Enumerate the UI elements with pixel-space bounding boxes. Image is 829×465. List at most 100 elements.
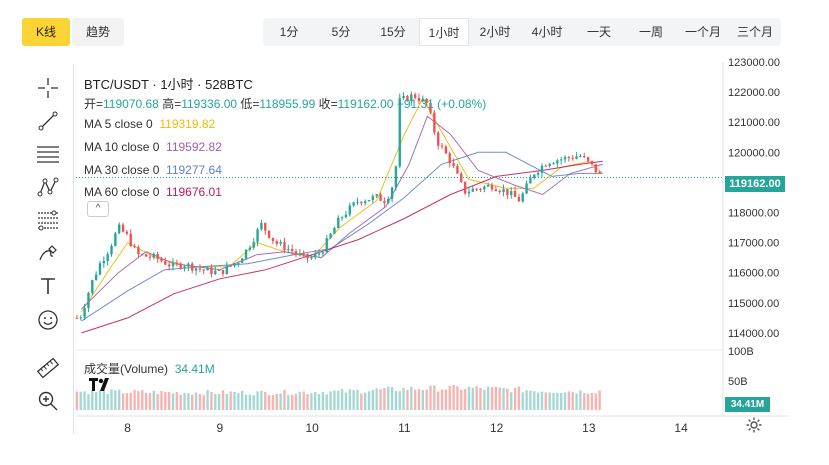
candle-body (456, 166, 459, 174)
candle-body (298, 253, 302, 255)
candle-body (275, 241, 278, 244)
candle-body (375, 194, 378, 197)
zoom-in-icon[interactable] (34, 387, 62, 415)
volume-bar (483, 389, 486, 410)
candle-body (425, 98, 428, 103)
high-value: 119336.00 (181, 97, 238, 111)
volume-bar (475, 386, 478, 410)
candle-body (586, 157, 590, 161)
candle-body (390, 187, 394, 199)
volume-bar (252, 395, 255, 410)
text-icon[interactable] (34, 272, 62, 300)
volume-label: 成交量(Volume) (84, 362, 169, 376)
volume-bar (160, 390, 163, 410)
interval-bar: 1分 5分 15分 1小时 2小时 4小时 一天 一周 一个月 三个月 (263, 18, 781, 46)
interval-15m[interactable]: 15分 (380, 25, 406, 39)
candle-body (102, 260, 106, 264)
trend-tab[interactable]: 趋势 (72, 18, 125, 46)
candle-body (256, 229, 259, 242)
ma5-label: MA 5 close 0 (84, 117, 153, 131)
interval-2h[interactable]: 2小时 (479, 25, 511, 39)
candle-body (279, 242, 282, 244)
kline-tab[interactable]: K线 (22, 18, 71, 46)
candle-body (475, 188, 478, 190)
candle-body (352, 202, 355, 206)
trendline-icon[interactable] (34, 107, 62, 135)
interval-1d[interactable]: 一天 (586, 25, 611, 39)
candle-body (171, 262, 175, 267)
interval-1w[interactable]: 一周 (638, 25, 663, 39)
candle-body (502, 189, 505, 192)
volume-bar (141, 390, 144, 410)
candle-body (421, 98, 425, 102)
candle-body (590, 160, 594, 165)
candle-body (498, 190, 501, 192)
brush-icon[interactable] (34, 239, 62, 267)
volume-bar (598, 390, 601, 410)
volume-legend: 成交量(Volume) 34.41M (84, 360, 215, 377)
volume-bar (256, 391, 259, 410)
candle-body (114, 233, 117, 246)
volume-bar (118, 389, 121, 410)
volume-bar (121, 393, 125, 410)
volume-bar (371, 390, 375, 410)
pattern-icon[interactable] (34, 173, 62, 201)
settings-gear-icon[interactable] (745, 416, 763, 434)
candle-body (152, 253, 155, 258)
low-value: 118955.99 (259, 97, 316, 111)
candle-body (290, 249, 294, 252)
volume-bar (83, 391, 86, 410)
candle-body (402, 95, 405, 99)
volume-bar (306, 394, 309, 410)
volume-bar (129, 392, 132, 410)
candle-body (133, 245, 136, 248)
price-tick-label: 123000.00 (728, 57, 780, 69)
candle-body (536, 172, 540, 175)
candle-body (406, 95, 409, 102)
volume-bar (429, 385, 432, 410)
candle-body (575, 156, 578, 159)
crosshair-icon[interactable] (34, 74, 62, 102)
volume-bar (233, 391, 236, 410)
volume-bar (448, 386, 451, 410)
volume-bar (264, 391, 267, 410)
candle-body (563, 157, 567, 160)
interval-1m[interactable]: 1分 (279, 25, 299, 39)
volume-bar (179, 394, 182, 410)
collapse-legend-button[interactable]: ^ (87, 201, 109, 217)
volume-bar (494, 386, 498, 410)
volume-bar (348, 389, 351, 410)
fib-retracement-icon[interactable] (34, 206, 62, 234)
volume-bar (202, 395, 205, 410)
volume-bar (375, 388, 378, 410)
volume-bar (317, 394, 321, 410)
interval-5m[interactable]: 5分 (331, 25, 351, 39)
ruler-icon[interactable] (34, 354, 62, 382)
interval-4h[interactable]: 4小时 (531, 25, 563, 39)
candle-body (141, 254, 144, 256)
volume-bar (517, 386, 521, 410)
interval-3mo[interactable]: 三个月 (736, 25, 773, 39)
ma60-label: MA 60 close 0 (84, 185, 160, 199)
view-toggle: K线 趋势 (22, 18, 125, 46)
candle-body (240, 258, 244, 263)
volume-bar (579, 390, 582, 410)
interval-1mo[interactable]: 一个月 (684, 25, 721, 39)
candle-body (94, 274, 98, 281)
interval-1h[interactable]: 1小时 (419, 18, 469, 46)
open-label: 开= (84, 97, 104, 111)
candle-body (594, 164, 597, 173)
ma10-legend: MA 10 close 0 119592.82 (84, 140, 222, 154)
candle-body (444, 146, 448, 154)
chart-title: BTC/USDT · 1小时 · 528BTC (84, 77, 253, 92)
candle-body (548, 163, 551, 166)
emoji-icon[interactable] (34, 306, 62, 334)
volume-bar (571, 392, 574, 410)
price-tick-label: 117000.00 (728, 238, 779, 250)
ma10-value: 119592.82 (166, 140, 222, 154)
candle-body (486, 185, 490, 187)
candle-body (144, 254, 148, 257)
horizontal-lines-icon[interactable] (34, 140, 62, 168)
